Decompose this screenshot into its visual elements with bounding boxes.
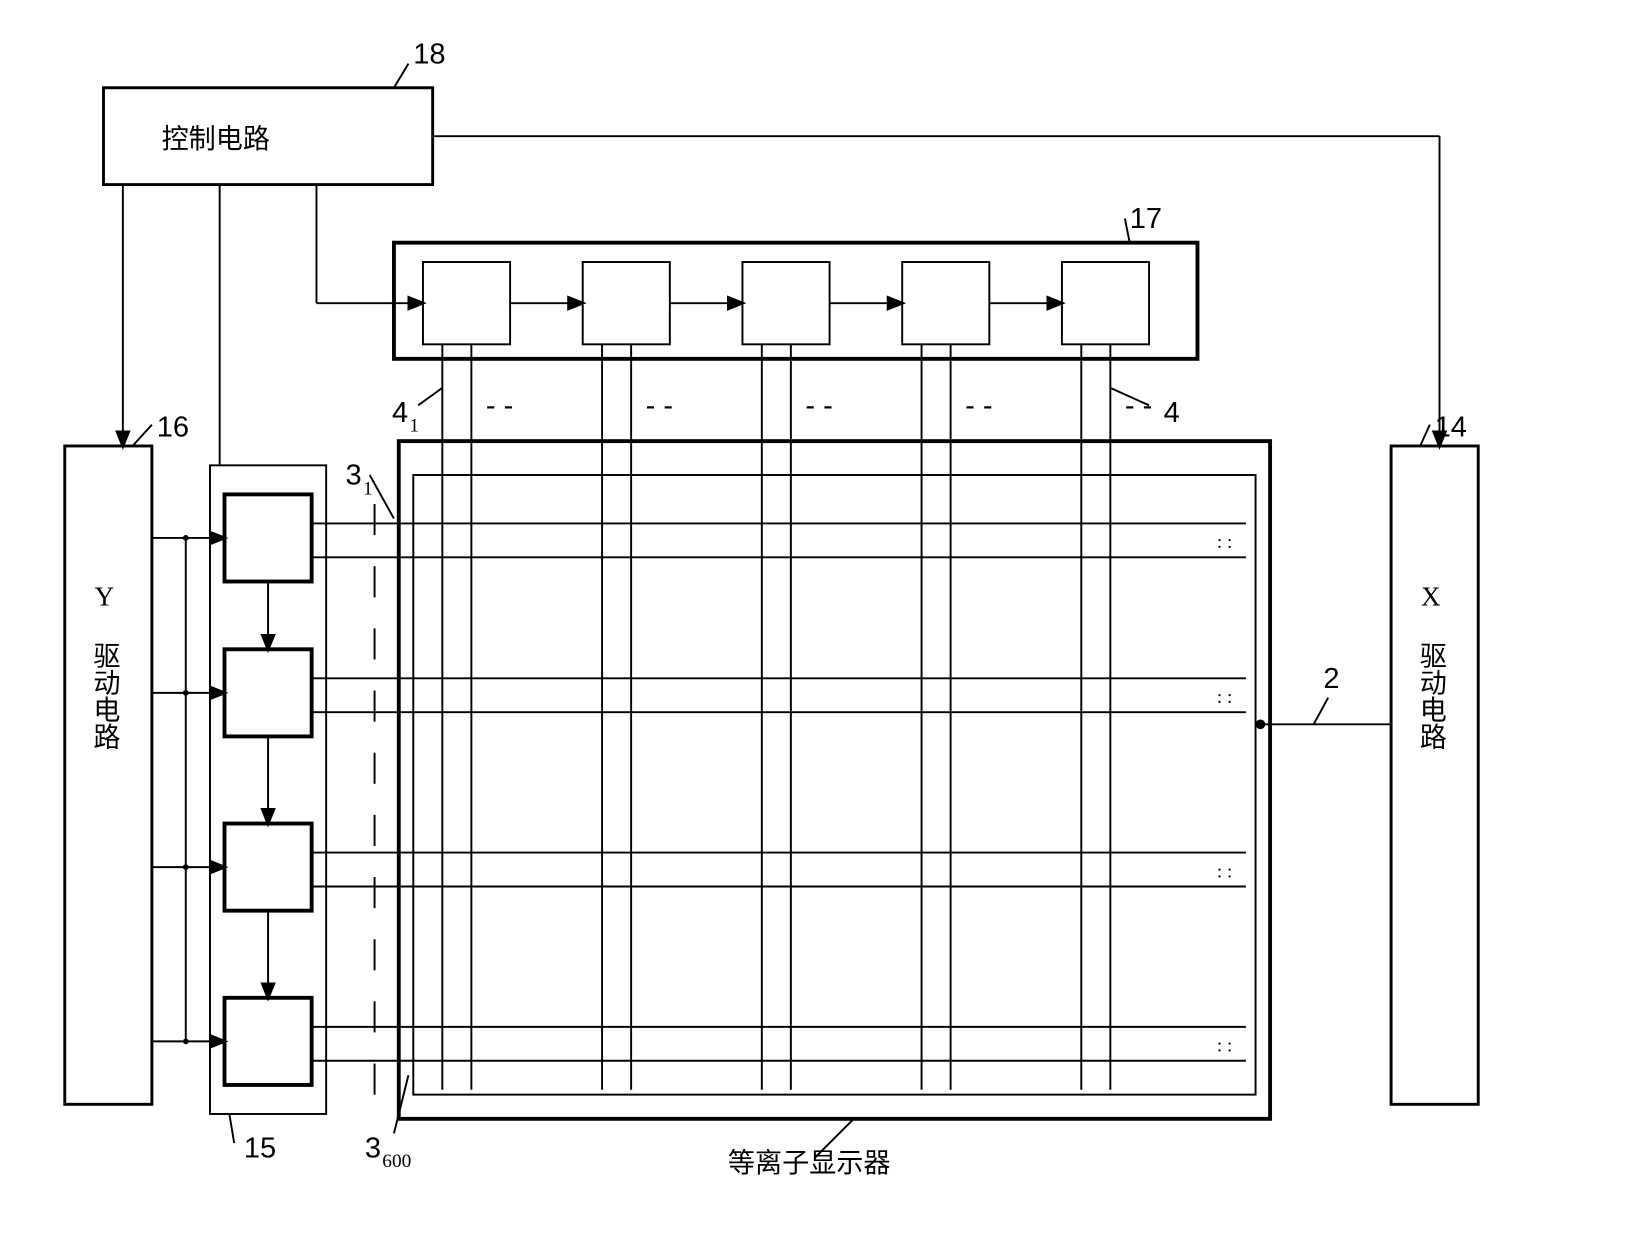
ref-3-1: 3 xyxy=(346,460,362,492)
panel-label: 等离子显示器 xyxy=(728,1148,891,1178)
ref-2: 2 xyxy=(1323,663,1339,695)
ref-3-600-sub: 600 xyxy=(382,1151,411,1172)
control-circuit-label: 控制电路 xyxy=(162,124,270,154)
address-cell-1 xyxy=(583,262,670,344)
ref-3-600: 3 xyxy=(365,1133,381,1165)
row-dashes-3: : : xyxy=(1217,1036,1233,1057)
row-dashes-1: : : xyxy=(1217,687,1233,708)
col-dashes-1: - - xyxy=(646,390,673,422)
col-dashes-3: - - xyxy=(965,390,992,422)
row-dashes-0: : : xyxy=(1217,532,1233,553)
panel-inner xyxy=(413,475,1255,1095)
address-driver-block xyxy=(394,243,1198,359)
ref-16: 16 xyxy=(157,411,189,443)
col-dashes-0: - - xyxy=(486,390,513,422)
col-dashes-2: - - xyxy=(805,390,832,422)
scan-cell-0 xyxy=(225,494,312,581)
ref-15: 15 xyxy=(244,1133,276,1165)
address-cell-0 xyxy=(423,262,510,344)
x-driver-block xyxy=(1391,446,1478,1104)
scan-cell-3 xyxy=(225,998,312,1085)
address-cell-3 xyxy=(902,262,989,344)
x-driver-label: X 驱动电路 xyxy=(1416,582,1447,750)
ref-3-1-sub: 1 xyxy=(363,478,373,499)
y-driver-label: Y 驱动电路 xyxy=(89,582,120,750)
ref-4: 4 xyxy=(1164,397,1180,429)
ref-17: 17 xyxy=(1130,203,1162,235)
ref-4-1-sub: 1 xyxy=(409,415,419,436)
ref-18: 18 xyxy=(413,39,445,71)
address-cell-4 xyxy=(1062,262,1149,344)
ref-4-1: 4 xyxy=(392,397,408,429)
scan-cell-2 xyxy=(225,824,312,911)
y-driver-block xyxy=(65,446,152,1104)
plasma-panel xyxy=(399,441,1270,1119)
address-cell-2 xyxy=(742,262,829,344)
col-dashes-4: - - xyxy=(1125,390,1152,422)
scan-cell-1 xyxy=(225,649,312,736)
row-dashes-2: : : xyxy=(1217,861,1233,882)
